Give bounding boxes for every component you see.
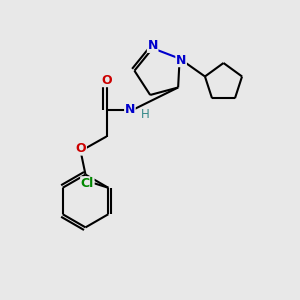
Text: O: O: [101, 74, 112, 87]
Text: N: N: [147, 39, 158, 52]
Text: Cl: Cl: [81, 177, 94, 190]
Text: H: H: [140, 108, 149, 122]
Text: N: N: [125, 103, 135, 116]
Text: O: O: [76, 142, 86, 155]
Text: N: N: [176, 54, 186, 67]
